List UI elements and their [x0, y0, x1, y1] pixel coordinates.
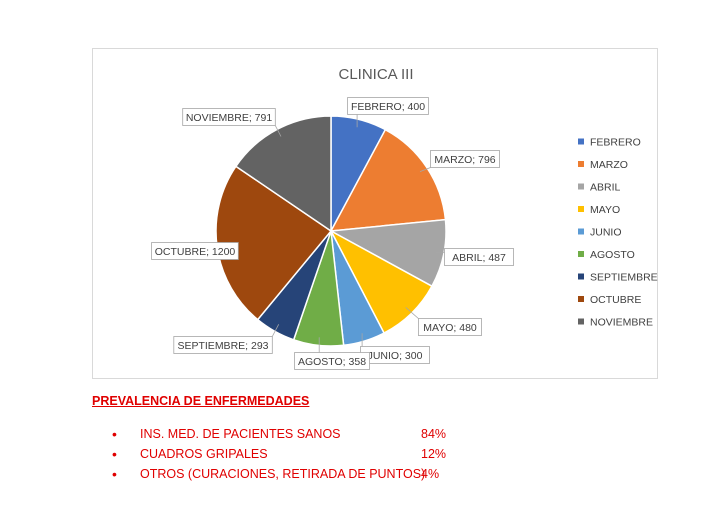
legend-label-agosto: AGOSTO [590, 249, 635, 261]
data-label-agosto: AGOSTO; 358 [298, 356, 366, 368]
legend-swatch-abril [578, 183, 584, 190]
chart-area: CLINICA III FEBRERO; 400 MARZO; 796 ABRIL; … [92, 48, 658, 379]
legend-label-mayo: MAYO [590, 204, 620, 216]
data-label-abril: ABRIL; 487 [452, 252, 506, 264]
legend-swatch-marzo [578, 161, 584, 167]
data-label-febrero: FEBRERO; 400 [351, 101, 425, 113]
note-label: OTROS (CURACIONES, RETIRADA DE PUNTOS) [140, 467, 426, 481]
leader-line [405, 307, 419, 319]
legend-swatch-noviembre [578, 318, 584, 325]
note-value: 12% [421, 447, 447, 461]
pie-slice-marzo [329, 128, 447, 232]
legend-swatch-mayo [578, 206, 584, 212]
data-label-junio: JUNIO; 300 [368, 350, 423, 362]
data-label-box [417, 318, 482, 336]
data-label-box [294, 352, 370, 370]
data-label-septiembre: SEPTIEMBRE; 293 [177, 340, 268, 352]
data-label-box [347, 97, 429, 115]
pie-chart: CLINICA III FEBRERO; 400 MARZO; 796 ABRIL; … [151, 66, 658, 370]
legend-label-marzo: MARZO [590, 159, 628, 171]
data-label-box [430, 150, 500, 168]
notes-heading: PREVALENCIA DE ENFERMEDADES [92, 394, 310, 408]
bullet-icon: • [112, 446, 117, 462]
bullet-icon: • [112, 466, 117, 482]
data-label-octubre: OCTUBRE; 1200 [155, 246, 236, 258]
note-value: 84% [421, 427, 447, 441]
legend-label-noviembre: NOVIEMBRE [590, 317, 653, 329]
note-label: INS. MED. DE PACIENTES SANOS [140, 427, 341, 441]
data-label-mayo: MAYO; 480 [423, 322, 477, 334]
legend-label-septiembre: SEPTIEMBRE [590, 272, 658, 284]
leader-line [419, 167, 431, 172]
chart-title: CLINICA III [338, 66, 413, 83]
bullet-icon: • [112, 426, 117, 442]
legend-label-febrero: FEBRERO [590, 137, 641, 149]
legend-label-junio: JUNIO [590, 227, 622, 239]
data-label-box [182, 108, 276, 126]
legend-swatch-octubre [578, 296, 584, 302]
legend-swatch-agosto [578, 251, 584, 257]
legend-swatch-febrero [578, 138, 584, 145]
legend-swatch-septiembre [578, 273, 584, 280]
data-label-box [151, 242, 239, 260]
data-label-box [173, 336, 273, 354]
data-label-marzo: MARZO; 796 [434, 154, 495, 166]
data-label-box [444, 248, 514, 266]
legend-label-octubre: OCTUBRE [590, 294, 641, 306]
data-label-noviembre: NOVIEMBRE; 791 [186, 112, 273, 124]
leader-line [271, 324, 280, 337]
legend-swatch-junio [578, 228, 584, 235]
note-label: CUADROS GRIPALES [140, 447, 268, 461]
legend-label-abril: ABRIL [590, 182, 621, 194]
note-value: 4% [421, 467, 440, 481]
leader-line [274, 125, 282, 137]
